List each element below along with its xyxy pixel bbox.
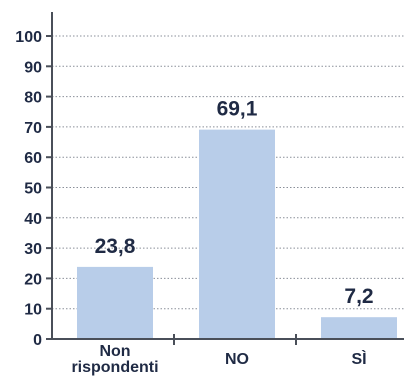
- x-category-label: Non: [99, 343, 130, 360]
- tick-labels: 0 10 20 30 40 50 60 70 80 90 100: [15, 29, 297, 349]
- y-tick-label: 100: [15, 29, 42, 46]
- bar: [321, 317, 397, 339]
- data-label: 7,2: [344, 285, 373, 308]
- y-tick-label: 60: [24, 150, 42, 167]
- y-tick-label: 30: [24, 241, 42, 258]
- y-tick-label: 70: [24, 120, 42, 137]
- x-category-label: SÌ: [351, 349, 366, 368]
- y-tick-label: 20: [24, 271, 42, 288]
- bars: [77, 129, 397, 339]
- y-tick-label: 90: [24, 59, 42, 76]
- y-tick-label: 0: [33, 332, 42, 349]
- x-category-label: NO: [225, 351, 249, 368]
- y-tick-label: 40: [24, 211, 42, 228]
- y-tick-label: 80: [24, 90, 42, 107]
- y-tick-label: 50: [24, 181, 42, 198]
- bar: [77, 266, 153, 339]
- y-tick-label: 10: [24, 302, 42, 319]
- x-category-label: rispondenti: [71, 359, 158, 376]
- data-label: 69,1: [217, 98, 258, 121]
- data-label: 23,8: [95, 235, 136, 258]
- bar: [199, 129, 275, 339]
- data-labels: 23,8 69,1 7,2: [95, 98, 374, 309]
